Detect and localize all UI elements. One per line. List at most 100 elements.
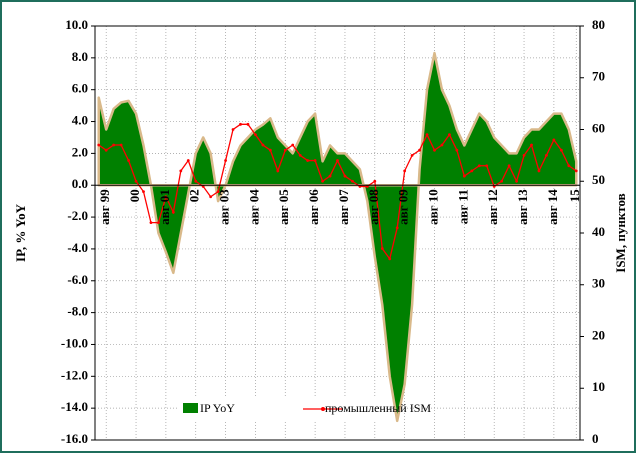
ism-marker — [291, 143, 295, 147]
ism-marker — [104, 148, 108, 152]
legend-label: промышленный ISM — [325, 401, 431, 415]
x-tick-label: авг 14 — [545, 189, 560, 225]
y-tick-label: 2.0 — [72, 144, 88, 159]
y2-tick-label: 40 — [592, 224, 605, 239]
x-tick-label: 15 — [567, 189, 582, 203]
x-tick-label: авг 12 — [485, 189, 500, 225]
ism-marker — [462, 174, 466, 178]
ism-marker — [261, 143, 265, 147]
ism-marker — [179, 169, 183, 173]
ism-marker — [246, 122, 250, 126]
ism-marker — [142, 190, 145, 194]
x-tick-label: авг 10 — [425, 189, 440, 225]
ism-marker — [477, 164, 481, 168]
y-tick-label: -4.0 — [67, 240, 88, 255]
y-tick-label: -14.0 — [61, 399, 88, 414]
legend-bg — [178, 398, 378, 420]
ism-marker — [186, 159, 190, 162]
y2-tick-label: 80 — [592, 17, 605, 32]
x-tick-label: авг 09 — [396, 189, 411, 225]
y2-tick-label: 50 — [592, 172, 605, 187]
ism-marker — [231, 128, 235, 131]
y-tick-label: -12.0 — [61, 367, 88, 382]
x-tick-label: авг 99 — [97, 189, 112, 225]
y2-tick-label: 30 — [592, 276, 605, 291]
x-tick-label: авг 13 — [515, 189, 530, 225]
ism-marker — [134, 179, 138, 183]
ism-marker — [157, 221, 160, 225]
y-tick-label: -10.0 — [61, 335, 88, 350]
ism-marker — [313, 159, 317, 162]
ism-marker — [112, 143, 116, 147]
ism-marker — [403, 169, 407, 173]
ism-marker — [119, 143, 123, 147]
x-tick-label: авг 01 — [157, 189, 172, 225]
y-tick-label: 10.0 — [65, 17, 88, 32]
ism-marker — [470, 169, 474, 173]
legend-marker — [321, 407, 325, 411]
y2-tick-label: 10 — [592, 379, 605, 394]
ism-marker — [194, 179, 198, 183]
ism-marker — [425, 133, 429, 137]
ism-marker — [283, 148, 287, 152]
ism-marker — [268, 148, 272, 152]
ism-marker — [530, 143, 533, 147]
y2-tick-label: 60 — [592, 120, 605, 135]
y-tick-label: -16.0 — [61, 431, 88, 446]
x-tick-label: авг 05 — [276, 189, 291, 225]
y-tick-label: -2.0 — [67, 208, 88, 223]
y-tick-label: -6.0 — [67, 272, 88, 287]
ism-marker — [515, 179, 518, 183]
x-tick-label: авг 04 — [246, 189, 261, 225]
ism-marker — [567, 164, 571, 168]
plot-border — [94, 25, 581, 441]
ism-marker — [328, 174, 332, 178]
ism-marker — [171, 210, 175, 214]
y-tick-label: 4.0 — [72, 113, 88, 128]
ism-marker — [239, 122, 242, 126]
ism-marker — [574, 169, 578, 173]
y2-tick-label: 0 — [592, 431, 599, 446]
ism-marker — [149, 221, 153, 225]
ism-marker — [522, 153, 526, 157]
ism-marker — [380, 247, 384, 250]
x-tick-label: 00 — [127, 189, 142, 202]
ism-marker — [410, 153, 414, 157]
y-tick-label: -8.0 — [67, 304, 88, 319]
ism-marker — [336, 159, 339, 162]
ism-marker — [395, 226, 399, 230]
ism-marker — [373, 179, 377, 183]
x-tick-label: авг 07 — [336, 189, 351, 225]
ism-marker — [343, 174, 347, 178]
x-tick-label: авг 11 — [455, 189, 470, 224]
y2-tick-label: 70 — [592, 69, 605, 84]
y-tick-label: 0.0 — [72, 176, 88, 191]
legend-label: IP YoY — [200, 401, 235, 415]
ism-marker — [545, 153, 548, 157]
ism-marker — [440, 143, 444, 147]
ism-marker — [433, 148, 436, 152]
ism-marker — [209, 195, 213, 199]
ism-marker — [276, 169, 280, 173]
ism-marker — [455, 148, 459, 152]
ism-marker — [306, 159, 310, 162]
ism-marker — [418, 148, 421, 152]
ism-marker — [321, 179, 324, 183]
x-tick-label: авг 03 — [217, 189, 232, 225]
ism-marker — [351, 179, 354, 183]
ism-marker — [537, 169, 541, 173]
ism-marker — [97, 143, 101, 147]
ism-marker — [507, 164, 511, 168]
ism-marker — [448, 133, 451, 137]
ism-marker — [552, 138, 556, 142]
x-tick-label: авг 08 — [366, 189, 381, 225]
ism-marker — [298, 153, 302, 157]
x-tick-label: 02 — [187, 189, 202, 202]
y-tick-label: 6.0 — [72, 81, 88, 96]
y2-tick-label: 20 — [592, 327, 605, 342]
ism-marker — [559, 148, 563, 152]
y-tick-label: 8.0 — [72, 49, 88, 64]
ism-marker — [254, 133, 257, 137]
